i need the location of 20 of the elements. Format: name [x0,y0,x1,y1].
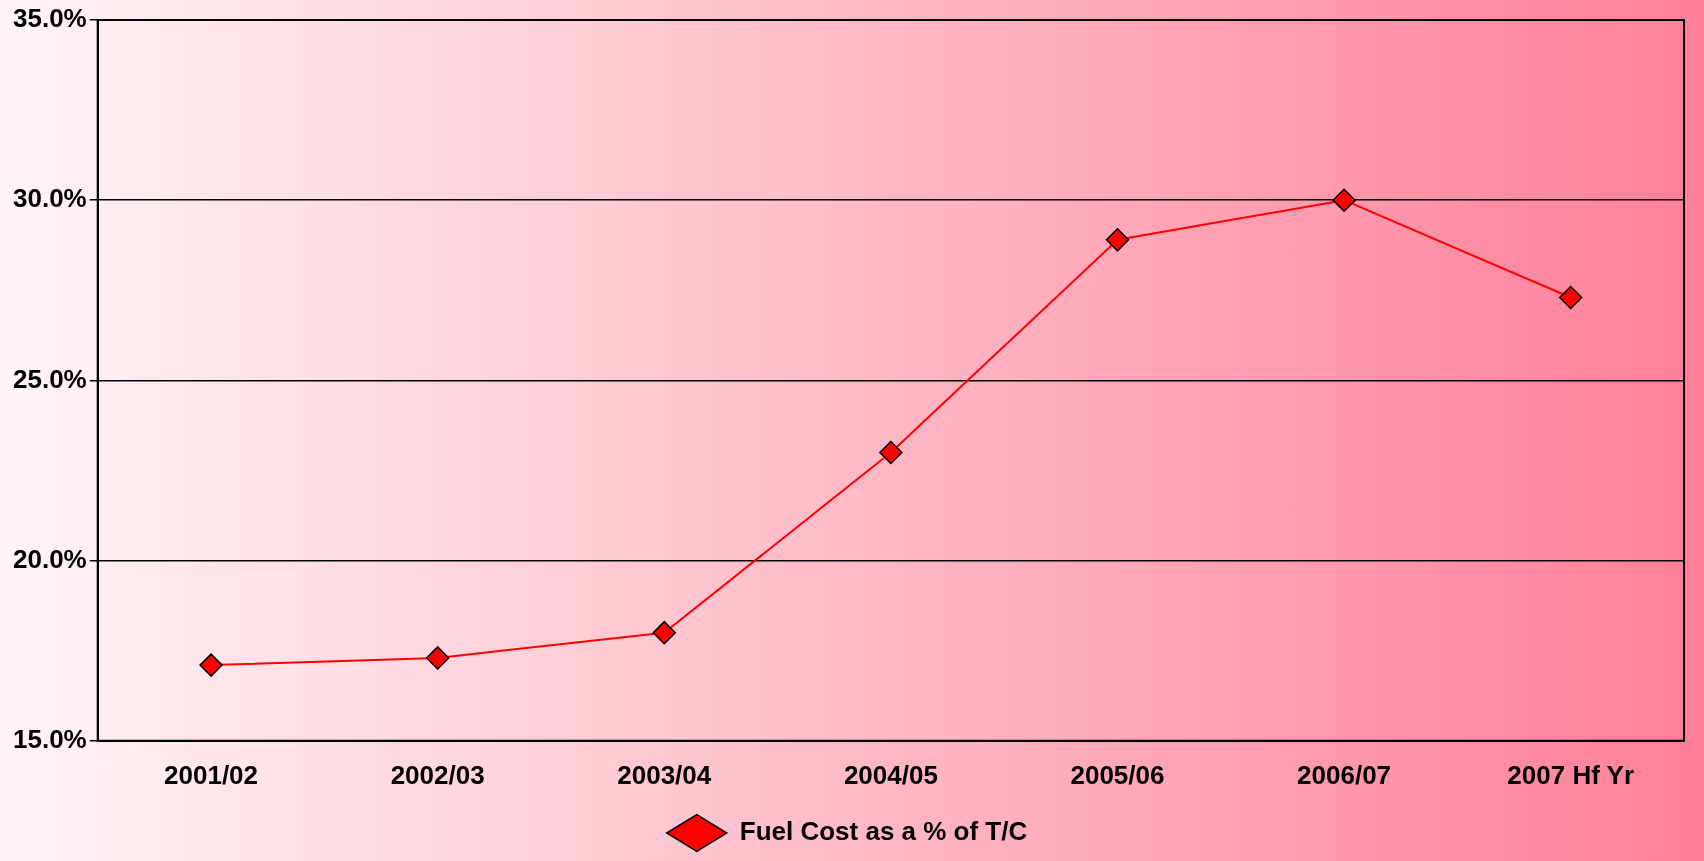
x-tick-label: 2002/03 [390,759,485,790]
point [1105,228,1130,252]
point [425,646,450,670]
y-tick-label: 35.0% [12,3,87,34]
legend-label: Fuel Cost as a % of T/C [739,816,1028,847]
point [199,653,223,677]
x-tick-label: 2003/04 [617,759,712,790]
x-tick-label: 2005/06 [1070,759,1165,790]
x-tick-label: 2004/05 [843,759,938,790]
point [652,620,676,645]
y-tick-label: 30.0% [12,183,87,214]
point [1332,188,1356,212]
x-tick-label: 2001/02 [164,759,259,790]
y-tick-label: 25.0% [12,363,87,394]
x-tick-label: 2006/07 [1297,759,1392,790]
y-tick-label: 15.0% [12,723,87,754]
point [1558,285,1583,310]
y-tick-label: 20.0% [12,543,87,574]
point [879,440,903,465]
x-tick-label: 2007 Hf Yr [1507,759,1635,790]
